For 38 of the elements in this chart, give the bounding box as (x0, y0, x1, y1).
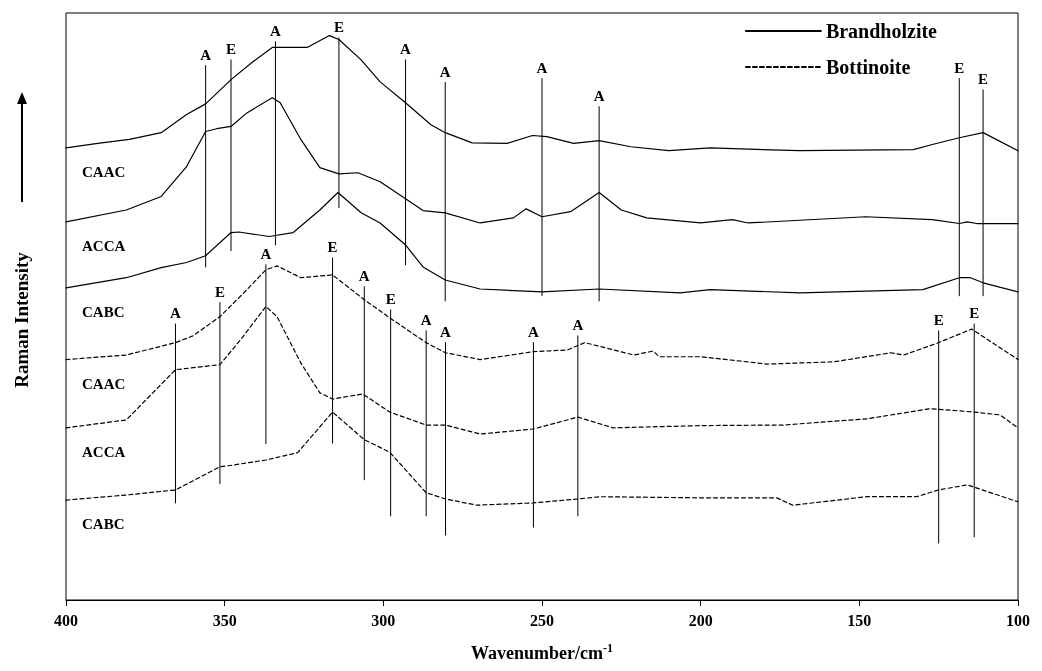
annotation: A (593, 88, 605, 105)
annotation: A (440, 324, 452, 341)
x-tick-label: 350 (212, 611, 237, 629)
annotation: E (933, 312, 944, 329)
annotation: E (978, 71, 989, 88)
annotation: CABC (82, 303, 125, 320)
annotation: A (420, 312, 432, 329)
legend-label: Brandholzite (825, 20, 938, 42)
annotation: E (214, 284, 225, 301)
annotation: E (226, 41, 237, 58)
legend-label: Bottinoite (825, 56, 911, 78)
annotation: A (260, 246, 272, 263)
y-axis-title: Raman Intensity (11, 252, 33, 388)
annotation: E (969, 305, 980, 322)
annotation: A (400, 41, 412, 58)
annotation: E (333, 19, 344, 36)
annotation: A (439, 63, 451, 80)
annotation: A (528, 324, 540, 341)
x-tick-label: 150 (847, 611, 872, 629)
annotation: CAAC (82, 375, 126, 392)
x-tick-label: 250 (530, 611, 554, 629)
x-tick-label: 300 (371, 611, 396, 629)
annotation: A (170, 305, 182, 322)
x-tick-label: 400 (54, 611, 78, 629)
annotation: ACCA (82, 237, 126, 254)
annotation: A (270, 23, 282, 40)
annotation: ACCA (82, 443, 126, 460)
annotation: A (536, 59, 548, 76)
annotation: CABC (82, 516, 125, 533)
annotation: A (200, 46, 212, 63)
annotation: A (358, 268, 370, 285)
x-tick-label: 100 (1006, 611, 1030, 629)
annotation: E (954, 59, 965, 76)
annotation: CAAC (82, 163, 126, 180)
annotation: E (327, 239, 338, 256)
x-tick-label: 200 (688, 611, 713, 629)
annotation: E (385, 291, 396, 308)
annotation: A (572, 317, 584, 334)
